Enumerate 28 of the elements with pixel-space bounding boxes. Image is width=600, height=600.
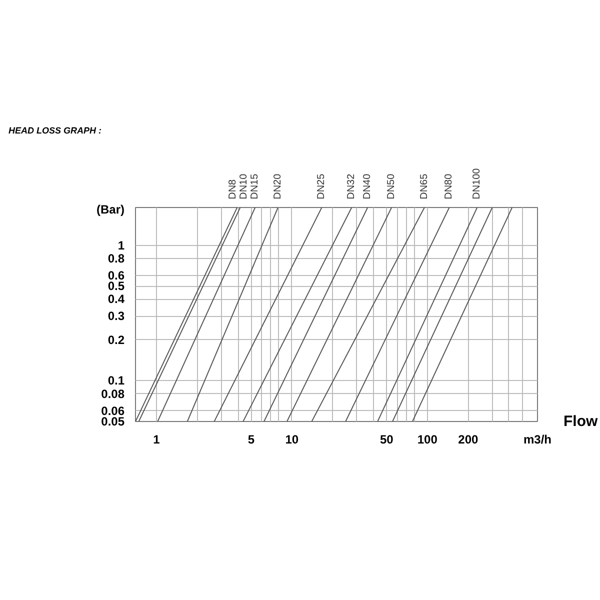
y-tick-label: 0.2 [108,332,125,347]
text: DN25 [316,173,328,200]
text: DN40 [362,173,374,200]
text: DN20 [272,173,284,200]
x-tick-label: 100 [417,432,438,446]
x-tick-label: 50 [380,432,394,446]
x-tick-label: 5 [248,432,255,446]
x-tick-label: 1 [153,432,160,446]
text: DN32 [346,173,358,200]
x-axis-title: Flow [564,413,598,430]
text: DN15 [250,173,261,200]
text: DN8 [228,178,239,200]
text: DN65 [418,173,430,200]
y-tick-label: 0.08 [101,386,125,401]
text: m3/h [523,432,552,446]
text: DN10 [238,173,250,200]
y-tick-label: 0.8 [108,251,125,266]
text: DN50 [386,173,398,200]
y-axis-title: (Bar) [96,202,125,216]
y-tick-label: 0.1 [108,374,125,388]
text: DN80 [444,173,455,200]
x-tick-label: 200 [458,432,478,446]
y-tick-label: 1 [118,238,125,252]
text: HEAD LOSS GRAPH : [8,126,102,136]
x-tick-label: 10 [285,432,299,446]
text: DN100 [472,168,483,200]
y-tick-label: 0.4 [108,292,125,306]
y-tick-label: 0.3 [108,309,125,324]
